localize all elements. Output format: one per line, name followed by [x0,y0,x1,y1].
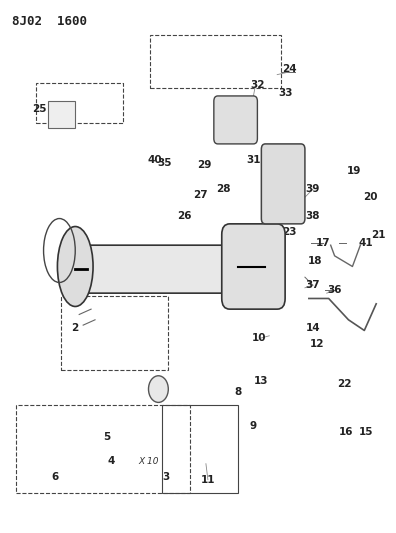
Text: 4: 4 [107,456,114,466]
Text: 31: 31 [246,155,261,165]
Text: 15: 15 [359,427,373,437]
Text: 13: 13 [254,376,268,386]
FancyBboxPatch shape [83,245,242,293]
Bar [162,405,238,493]
Text: 5: 5 [103,432,110,442]
Bar [36,83,123,123]
Text: 14: 14 [306,323,320,333]
Ellipse shape [226,107,249,139]
Text: 40: 40 [147,155,162,165]
Text: 33: 33 [278,88,292,98]
Text: 17: 17 [316,238,330,247]
Text: 30: 30 [234,99,249,109]
Text: 21: 21 [371,230,385,239]
Text: 32: 32 [250,80,265,90]
FancyBboxPatch shape [222,224,285,309]
Text: 7: 7 [155,387,162,397]
Text: 3: 3 [163,472,170,482]
Bar [61,296,168,370]
Text: 8J02  1600: 8J02 1600 [12,15,87,28]
Text: 41: 41 [359,238,373,247]
Text: 24: 24 [282,64,296,74]
Text: 28: 28 [217,184,231,194]
Text: 35: 35 [157,158,171,167]
Text: 6: 6 [52,472,59,482]
Text: 11: 11 [201,475,215,484]
Bar [150,35,281,88]
Text: 34: 34 [221,102,235,111]
Text: 12: 12 [310,339,324,349]
Circle shape [148,376,168,402]
Text: 22: 22 [337,379,352,389]
Text: 37: 37 [306,280,320,290]
Text: 2: 2 [72,323,79,333]
Text: 8: 8 [234,387,241,397]
Bar [16,405,190,493]
Text: 27: 27 [193,190,207,199]
Text: 23: 23 [282,227,296,237]
Text: 18: 18 [308,256,322,266]
Bar [48,101,75,128]
FancyBboxPatch shape [214,96,257,144]
Ellipse shape [57,227,93,306]
Text: 10: 10 [252,334,267,343]
Text: 9: 9 [250,422,257,431]
Text: 16: 16 [339,427,354,437]
Text: 29: 29 [197,160,211,170]
Text: 39: 39 [306,184,320,194]
Text: 25: 25 [32,104,47,114]
Text: X 10: X 10 [139,457,159,465]
Text: 20: 20 [363,192,377,202]
Text: 38: 38 [306,211,320,221]
FancyBboxPatch shape [261,144,305,224]
Text: 1: 1 [143,286,150,295]
Text: 36: 36 [327,286,342,295]
Text: 19: 19 [347,166,362,175]
Text: 26: 26 [177,211,191,221]
